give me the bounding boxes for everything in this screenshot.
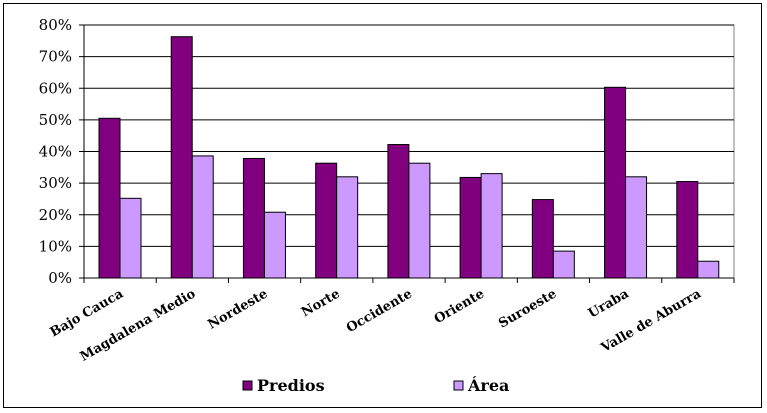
bar-predios [531,199,554,279]
legend-swatch [453,380,464,391]
bar-area [119,197,142,279]
bar-area [336,176,359,279]
bar-area [697,260,720,279]
y-tick-label: 10% [39,237,72,255]
y-tick-label: 0% [48,269,72,287]
category-label: Norte [299,286,343,320]
bar-predios [676,181,699,279]
bar-area [263,211,286,279]
y-tick-label: 50% [39,111,72,129]
bar-area [552,250,575,279]
legend-swatch [242,380,253,391]
y-tick-label: 30% [39,174,72,192]
y-tick-label: 60% [39,79,72,97]
category-label: Uraba [586,286,632,321]
bar-predios [387,144,410,279]
bar-area [480,173,503,279]
y-tick-label: 40% [39,143,72,161]
category-label: Magdalena Medio [78,286,199,364]
category-label: Occidente [344,286,415,336]
y-tick-label: 20% [39,206,72,224]
bar-predios [242,157,265,279]
legend-label: Predios [257,376,325,395]
bar-predios [98,117,121,279]
bar-predios [315,162,338,279]
category-label: Oriente [432,286,487,327]
bar-predios [170,36,193,279]
bar-area [625,176,648,279]
bar-area [191,155,214,279]
y-tick-label: 70% [39,48,72,66]
bar-predios [604,86,627,279]
bar-area [408,162,431,279]
category-label: Suroeste [496,286,559,331]
legend-label: Área [467,375,509,395]
y-tick-label: 80% [39,16,72,34]
bar-predios [459,176,482,279]
category-label: Nordeste [205,286,270,332]
